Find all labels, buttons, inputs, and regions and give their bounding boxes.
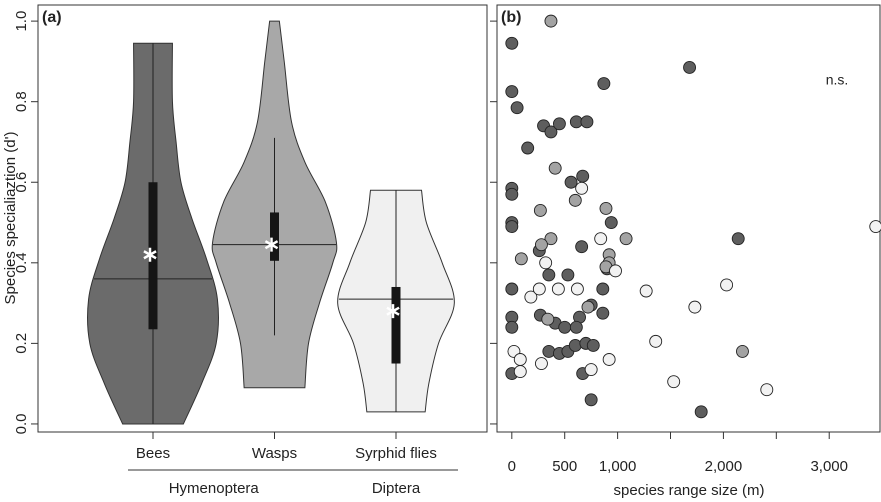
point xyxy=(596,282,610,296)
mean-star xyxy=(386,304,400,319)
x-tick-label: 500 xyxy=(552,458,577,475)
group-label: Hymenoptera xyxy=(169,480,260,497)
point xyxy=(558,320,572,334)
point xyxy=(533,203,547,217)
point xyxy=(544,232,558,246)
point xyxy=(586,338,600,352)
point xyxy=(581,300,595,314)
y-tick-label: 0.2 xyxy=(13,333,30,354)
panel-b-frame xyxy=(496,4,881,433)
point xyxy=(551,282,565,296)
x-tick-label: Bees xyxy=(136,445,170,462)
point xyxy=(683,60,697,74)
point xyxy=(576,169,590,183)
x-axis-label: species range size (m) xyxy=(614,482,765,499)
iqr-box xyxy=(391,286,401,364)
point xyxy=(514,252,528,266)
point xyxy=(619,232,633,246)
y-tick-label: 0.4 xyxy=(13,252,30,273)
point xyxy=(505,282,519,296)
x-tick-label: Wasps xyxy=(252,445,297,462)
x-tick-label: Syrphid flies xyxy=(355,445,437,462)
point xyxy=(548,161,562,175)
point xyxy=(534,357,548,370)
point xyxy=(505,36,519,50)
point xyxy=(688,300,702,314)
point xyxy=(649,334,663,348)
point xyxy=(510,101,524,115)
point xyxy=(521,141,535,155)
point xyxy=(596,306,610,320)
y-tick-label: 0.6 xyxy=(13,172,30,193)
point xyxy=(720,278,734,292)
point xyxy=(542,344,556,358)
point xyxy=(513,353,527,366)
point xyxy=(584,393,598,407)
point xyxy=(505,187,519,201)
mean-star xyxy=(143,247,157,262)
point xyxy=(869,220,881,234)
point xyxy=(534,238,548,252)
point xyxy=(513,365,527,379)
panel-label: (b) xyxy=(501,9,521,26)
point xyxy=(568,338,582,352)
point xyxy=(569,320,583,334)
point xyxy=(532,282,546,296)
point xyxy=(542,268,556,282)
point xyxy=(580,115,594,129)
point xyxy=(639,284,653,298)
point xyxy=(575,181,589,195)
point xyxy=(694,405,708,419)
y-tick-label: 0.8 xyxy=(13,91,30,112)
x-tick-label: 3,000 xyxy=(810,458,848,475)
point xyxy=(505,320,519,334)
x-tick-label: 0 xyxy=(508,458,516,475)
point xyxy=(564,175,578,189)
point xyxy=(602,353,616,366)
point xyxy=(597,77,611,91)
point xyxy=(731,232,745,246)
point xyxy=(539,256,553,270)
point xyxy=(609,264,622,278)
point xyxy=(541,312,555,326)
point xyxy=(736,344,749,358)
point xyxy=(568,193,582,207)
point xyxy=(561,268,575,282)
panel-label: (a) xyxy=(42,9,62,26)
point xyxy=(552,117,566,131)
point xyxy=(667,375,681,389)
point xyxy=(544,14,558,28)
point xyxy=(524,290,538,304)
point xyxy=(599,201,613,215)
y-axis-label: Species specialiaztion (d') xyxy=(2,132,19,305)
group-label: Diptera xyxy=(372,480,421,497)
point xyxy=(505,85,519,99)
annotation: n.s. xyxy=(826,72,849,88)
panel-a-frame xyxy=(37,4,488,433)
point xyxy=(570,282,584,296)
iqr-box xyxy=(270,212,279,261)
x-tick-label: 1,000 xyxy=(599,458,637,475)
y-tick-label: 0.0 xyxy=(13,414,30,435)
point xyxy=(505,220,519,234)
point xyxy=(594,232,608,246)
point xyxy=(544,125,558,139)
point xyxy=(575,240,589,254)
x-tick-label: 2,000 xyxy=(705,458,743,475)
point xyxy=(604,216,618,229)
y-tick-label: 1.0 xyxy=(13,11,30,32)
point xyxy=(760,383,774,397)
point xyxy=(584,363,598,377)
mean-star xyxy=(264,237,279,252)
